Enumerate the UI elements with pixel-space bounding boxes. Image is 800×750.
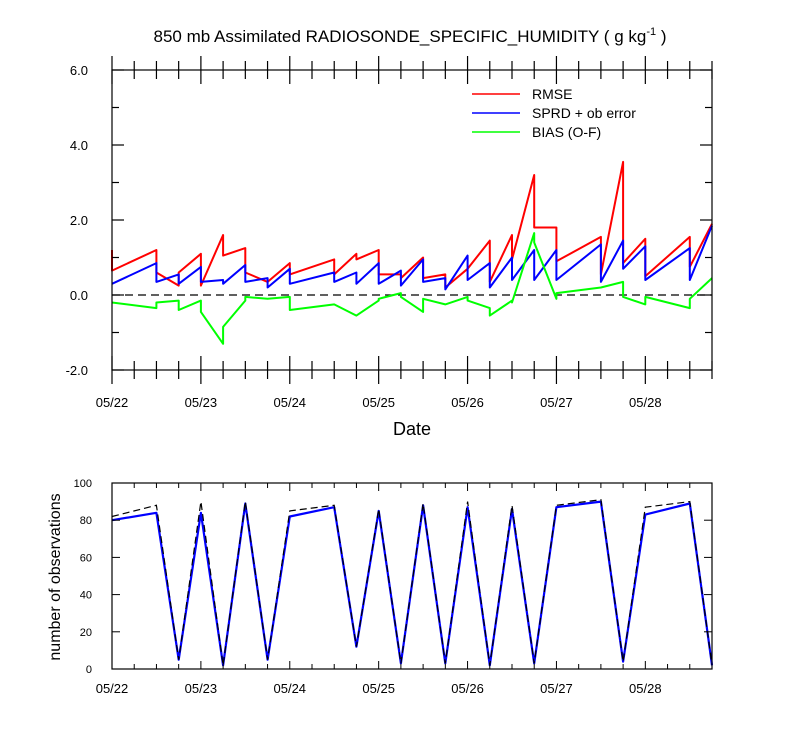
- legend: RMSE SPRD + ob error BIAS (O-F): [472, 86, 636, 140]
- bottom-y-tick-label: 60: [80, 552, 92, 564]
- y-tick-label: 6.0: [70, 63, 88, 78]
- x-tick-label: 05/28: [629, 395, 662, 410]
- bottom-y-tick-label: 20: [80, 627, 92, 639]
- top-series-group: [111, 160, 713, 345]
- bottom-y-tick-label: 100: [74, 478, 92, 490]
- x-tick-label: 05/24: [274, 395, 307, 410]
- bottom-x-tick-label: 05/28: [629, 681, 662, 696]
- bottom-y-tick-label: 0: [86, 664, 92, 676]
- x-tick-label: 05/27: [540, 395, 573, 410]
- x-tick-label: 05/25: [362, 395, 395, 410]
- x-axis-label: Date: [393, 419, 431, 439]
- bottom-x-tick-label: 05/22: [96, 681, 129, 696]
- bottom-y-tick-label: 80: [80, 515, 92, 527]
- bottom-x-tick-label: 05/24: [274, 681, 307, 696]
- y-tick-label: 4.0: [70, 138, 88, 153]
- bottom-chart: 05/22 05/23 05/24 05/25 05/26 05/27 05/28 0 20 40…: [47, 478, 714, 696]
- top-axis-ticks: 05/22 05/23 05/24 05/25 05/26 05/27 05/28 -2.0 0…: [66, 56, 713, 410]
- series-line-bias-o-f: [111, 232, 713, 345]
- bottom-x-tick-label: 05/25: [362, 681, 395, 696]
- bottom-axis-ticks: 05/22 05/23 05/24 05/25 05/26 05/27 05/28 0 20 40…: [74, 478, 713, 696]
- bottom-x-tick-label: 05/23: [185, 681, 218, 696]
- y-tick-label: -2.0: [66, 363, 88, 378]
- y-tick-label: 2.0: [70, 213, 88, 228]
- y-tick-label: 0.0: [70, 288, 88, 303]
- legend-label-sprd-ob-error: SPRD + ob error: [532, 105, 636, 121]
- legend-label-bias-o-f: BIAS (O-F): [532, 124, 601, 140]
- bottom-plot-frame: [111, 482, 713, 670]
- chart-title: 850 mb Assimilated RADIOSONDE_SPECIFIC_H…: [154, 26, 667, 46]
- bottom-series-group: [111, 499, 714, 667]
- bottom-y-tick-label: 40: [80, 590, 92, 602]
- series-line-rmse: [111, 160, 713, 289]
- series-line-sprd-ob-error: [111, 225, 713, 291]
- x-tick-label: 05/23: [185, 395, 218, 410]
- x-tick-label: 05/22: [96, 395, 129, 410]
- series-line-possible-observations: [111, 499, 713, 666]
- top-chart: 850 mb Assimilated RADIOSONDE_SPECIFIC_H…: [66, 26, 713, 439]
- bottom-x-tick-label: 05/27: [540, 681, 573, 696]
- x-tick-label: 05/26: [451, 395, 484, 410]
- y-axis-label: number of observations: [47, 493, 64, 660]
- legend-label-rmse: RMSE: [532, 86, 572, 102]
- bottom-x-tick-label: 05/26: [451, 681, 484, 696]
